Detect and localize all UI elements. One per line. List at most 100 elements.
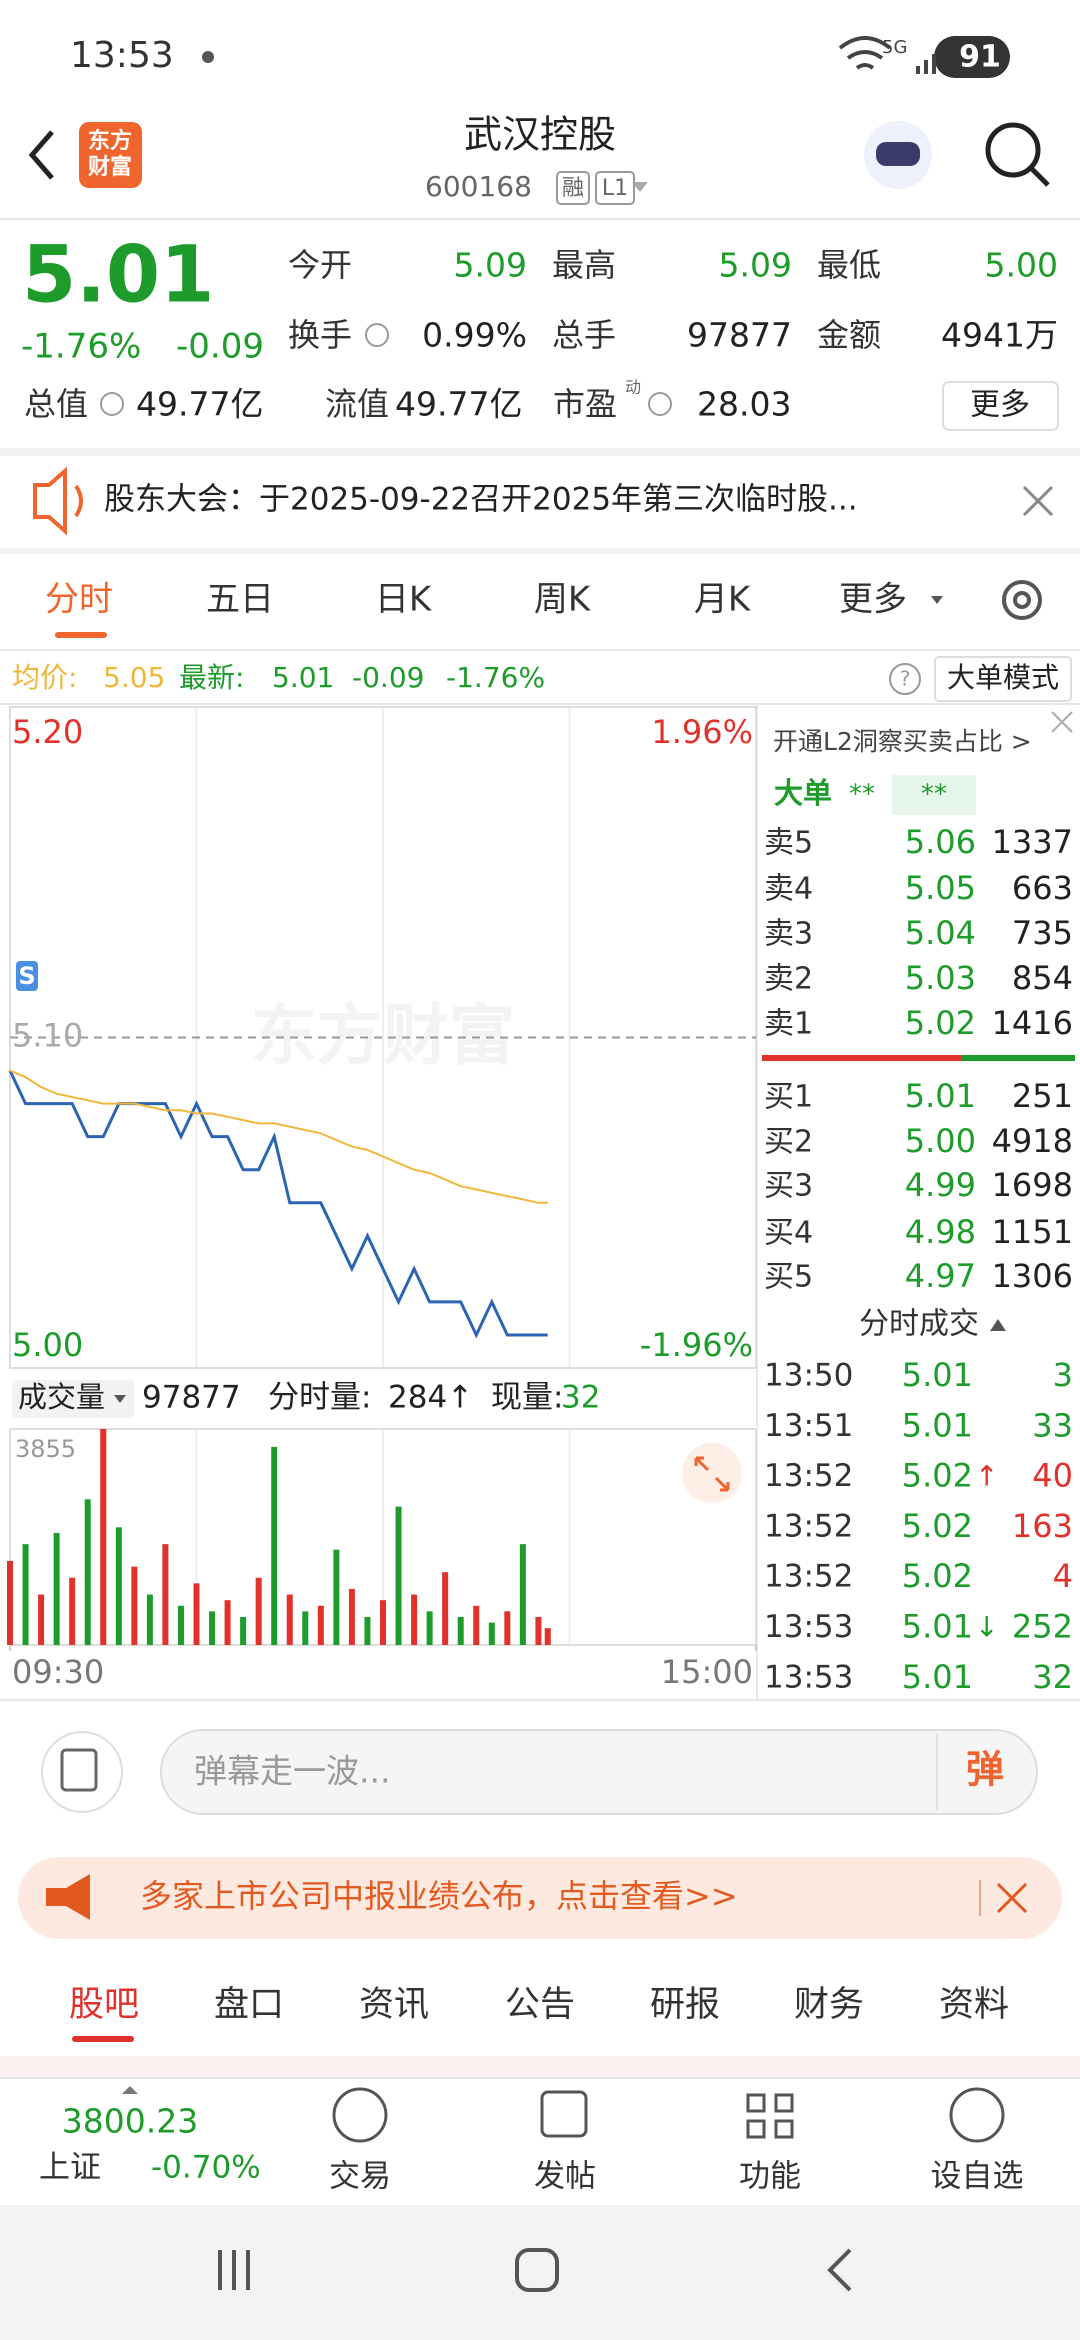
bigorder-box (892, 775, 976, 815)
volume-bar (100, 1429, 107, 1645)
wifi-icon (838, 36, 892, 70)
comment-input[interactable] (160, 1729, 1038, 1815)
bottom-tab[interactable]: 资料 (939, 1985, 1009, 2025)
status-network: 5G (882, 37, 907, 58)
book-price: 5.00 (905, 1122, 976, 1160)
l2-promo[interactable]: 开通L2洞察买卖占比 > (773, 727, 1032, 756)
bottom-tab[interactable]: 财务 (794, 1985, 864, 2025)
bottom-tab[interactable]: 研报 (650, 1985, 720, 2025)
strip (0, 2056, 1080, 2078)
volume-bar (84, 1499, 91, 1645)
notice-close[interactable] (1022, 485, 1054, 517)
footer-button[interactable]: 设自选 (931, 2159, 1024, 2195)
book-label: 买4 (764, 1216, 813, 1251)
bottom-tab[interactable]: 股吧 (69, 1985, 139, 2025)
chart-tab[interactable]: 周K (534, 580, 592, 620)
field-label: 总手 (552, 316, 616, 354)
tab-underline (55, 632, 107, 638)
chart-tab[interactable]: 月K (694, 580, 752, 620)
volume-bar (38, 1594, 45, 1645)
chart-tab[interactable]: 五日 (206, 580, 274, 620)
footer-button[interactable]: 交易 (329, 2159, 391, 2195)
book-price: 5.02 (905, 1004, 976, 1042)
book-label: 卖4 (764, 872, 813, 907)
volume-bar (348, 1588, 355, 1645)
y-tick-label: 5.10 (12, 1017, 83, 1055)
banner-text[interactable]: 多家上市公司中报业绩公布，点击查看>> (140, 1877, 738, 1915)
danmaku-button[interactable]: 弹 (966, 1748, 1004, 1792)
y2-tick-label: 1.96% (651, 713, 753, 751)
more-button[interactable]: 更多 (970, 388, 1030, 423)
book-price: 4.99 (905, 1166, 976, 1204)
back-button[interactable] (28, 130, 54, 180)
comment-placeholder[interactable]: 弹幕走一波... (194, 1752, 390, 1791)
bigorder-label: 大单 (774, 776, 832, 810)
tag-box (595, 171, 635, 205)
field-value: 5.09 (454, 246, 527, 285)
trade-arrow: ↑ (975, 1460, 998, 1493)
chart-tab[interactable]: 更多 (839, 580, 907, 620)
more-button[interactable] (942, 381, 1059, 431)
book-volume: 663 (1012, 869, 1073, 907)
signal-icon (916, 54, 936, 74)
footer-button[interactable]: 发帖 (534, 2159, 596, 2195)
bottom-tab[interactable]: 资讯 (359, 1985, 429, 2025)
expand-button[interactable] (682, 1443, 742, 1503)
panel-close[interactable] (1051, 711, 1073, 733)
search-handle (1029, 166, 1050, 187)
field-label: 换手 (288, 316, 352, 354)
volume-bar (488, 1622, 495, 1645)
bigorder-value: ** (849, 780, 875, 810)
volume-label[interactable]: 成交量 (18, 1380, 105, 1414)
volume-bar (544, 1628, 551, 1645)
banner-close[interactable] (996, 1882, 1028, 1914)
bottom-tab[interactable]: 公告 (505, 1985, 575, 2025)
nav-back[interactable] (827, 2248, 852, 2292)
help-icon[interactable] (889, 663, 921, 695)
info-icon (365, 323, 389, 347)
book-volume: 251 (1012, 1077, 1073, 1115)
banner-bg[interactable] (18, 1857, 1062, 1939)
nav-home[interactable] (515, 2248, 559, 2292)
footer-button[interactable]: 功能 (739, 2159, 801, 2195)
watermark: 东方财富 (251, 997, 515, 1074)
field-value: 49.77亿 (136, 385, 263, 424)
nav-recents[interactable] (218, 2250, 250, 2290)
book-ratio-sell (762, 1055, 962, 1061)
index-value[interactable]: 3800.23 (62, 2102, 198, 2141)
settings-button[interactable] (1002, 580, 1042, 620)
mode-button[interactable] (934, 656, 1072, 702)
trade-time: 13:52 (764, 1559, 853, 1595)
trade-time: 13:53 (764, 1609, 853, 1645)
info-text: -1.76% (446, 661, 545, 694)
chart-tab[interactable]: 分时 (45, 580, 113, 620)
search-button[interactable] (985, 122, 1041, 178)
trade-price: 5.01 (902, 1608, 973, 1646)
volume-bar (131, 1566, 138, 1645)
comment-icon[interactable] (41, 1731, 123, 1813)
bottom-tab[interactable]: 盘口 (214, 1985, 284, 2025)
volume-bar (442, 1572, 449, 1645)
settings-core (1013, 591, 1031, 609)
trade-time: 13:51 (764, 1408, 853, 1444)
volume-bar (53, 1532, 60, 1645)
bigorder-value: ** (921, 780, 947, 810)
volume-bar (255, 1577, 262, 1645)
trade-price: 5.02 (902, 1457, 973, 1495)
book-volume: 1306 (992, 1257, 1073, 1295)
stock-code: 600168 (425, 170, 532, 203)
chart-tab[interactable]: 日K (375, 580, 433, 620)
volume-bar (302, 1611, 309, 1645)
notice-text[interactable]: 股东大会：于2025-09-22召开2025年第三次临时股... (104, 482, 858, 518)
sort-icon (990, 1319, 1006, 1331)
info-text: -0.09 (352, 661, 424, 694)
mode-button[interactable]: 大单模式 (947, 661, 1059, 694)
book-volume: 1416 (992, 1004, 1073, 1042)
field-label: 市盈 (553, 385, 617, 423)
tag-box (556, 171, 590, 205)
change-amount: -0.09 (176, 327, 264, 367)
tab-underline (72, 2036, 134, 2042)
trade-price: 5.01 (902, 1406, 973, 1444)
field-value: 4941万 (941, 316, 1058, 355)
